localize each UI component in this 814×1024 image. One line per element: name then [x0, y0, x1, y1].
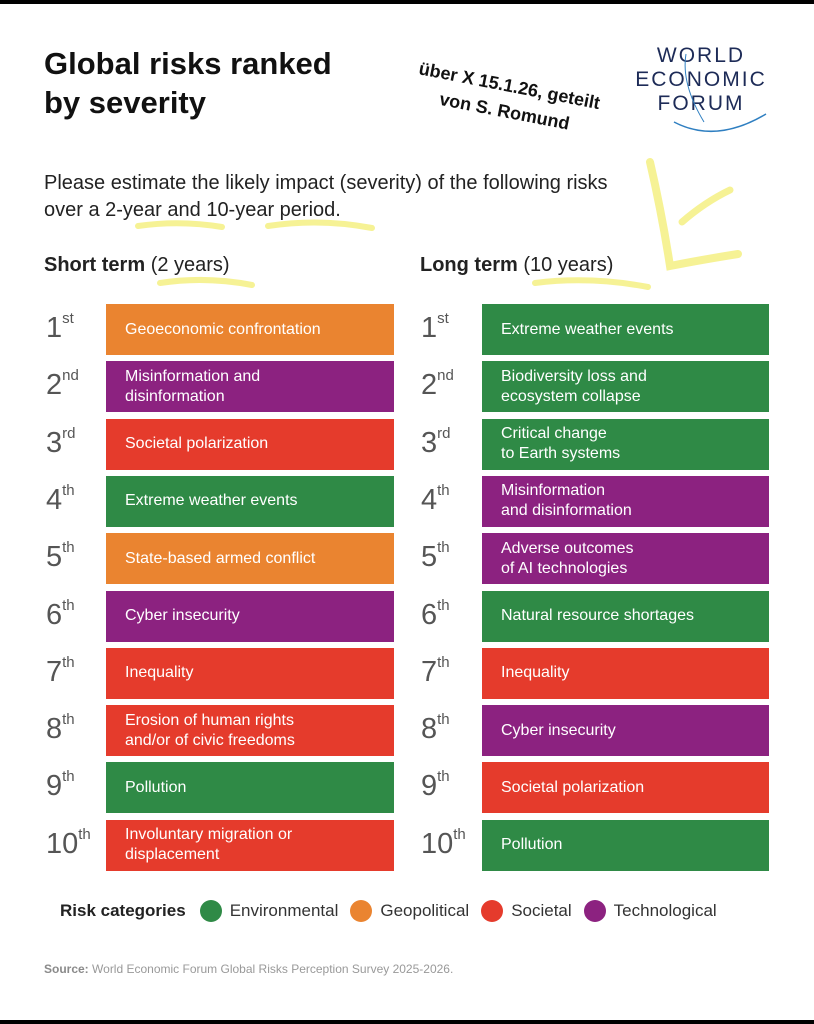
short-term-heading: Short term (2 years) [44, 254, 230, 276]
rank-label: 9th [421, 768, 450, 803]
legend-dot-icon [199, 900, 222, 922]
legend-dot-icon [481, 900, 504, 922]
wef-logo: WORLD ECONOMIC FORUM [626, 44, 776, 133]
short-term_risks-risk-8: Erosion of human rights and/or of civic … [106, 705, 394, 757]
handwritten-annotation: über X 15.1.26, geteilt von S. Romund [417, 58, 602, 134]
long-term_risks-risk-3: Critical change to Earth systems [482, 418, 769, 470]
rank-label: 2nd [421, 367, 454, 402]
short-term_risks-risk-4: Extreme weather events [106, 475, 394, 527]
rank-label: 8th [421, 711, 450, 746]
page: Global risks ranked by severity über X 1… [0, 4, 814, 1020]
legend-item-technological: Technological [583, 900, 717, 922]
legend-item-geopolitical: Geopolitical [350, 900, 469, 922]
rank-label: 5th [46, 539, 75, 574]
rank-label: 3rd [46, 424, 76, 459]
rank-label: 6th [421, 596, 450, 631]
long-term_risks-risk-6: Natural resource shortages [482, 590, 769, 642]
page-title: Global risks ranked by severity [44, 46, 332, 120]
long-term_risks-risk-5: Adverse outcomes of AI technologies [482, 533, 769, 585]
rank-label: 9th [46, 768, 75, 803]
legend-item-societal: Societal [481, 900, 572, 922]
legend-items: Environmental Geopolitical Societal Technol… [199, 900, 729, 922]
rank-label: 10th [421, 825, 466, 860]
rank-label: 4th [421, 481, 450, 516]
rank-label: 7th [421, 653, 450, 688]
rank-label: 8th [46, 711, 75, 746]
long-term_risks-risk-8: Cyber insecurity [482, 705, 769, 757]
long-term_risks-risk-2: Biodiversity loss and ecosystem collapse [482, 361, 769, 413]
long-term_risks-risk-7: Inequality [482, 647, 769, 699]
legend: Risk categories Environmental Geopolitica… [60, 900, 729, 922]
rank-label: 7th [46, 653, 75, 688]
short-term_risks-risk-9: Pollution [106, 762, 394, 814]
legend-dot-icon [350, 900, 373, 922]
short-term_risks-risk-5: State-based armed conflict [106, 533, 394, 585]
rank-label: 1st [46, 310, 74, 344]
short-term_risks-risk-7: Inequality [106, 647, 394, 699]
long-term_risks-risk-10: Pollution [482, 819, 769, 871]
rank-label: 5th [421, 539, 450, 574]
short-term_risks-risk-3: Societal polarization [106, 418, 394, 470]
logo-arc-icon [673, 53, 767, 133]
long-term-heading: Long term (10 years) [420, 254, 614, 276]
long-term_risks-risk-4: Misinformation and disinformation [482, 475, 769, 527]
source-note: Source: World Economic Forum Global Risk… [44, 962, 454, 976]
long-term_risks-risk-9: Societal polarization [482, 762, 769, 814]
subtitle: Please estimate the likely impact (sever… [44, 172, 608, 221]
rank-label: 4th [46, 481, 75, 516]
rank-label: 10th [46, 825, 91, 860]
rank-label: 3rd [421, 424, 451, 459]
short-term_risks-risk-2: Misinformation and disinformation [106, 361, 394, 413]
short-term_risks-risk-6: Cyber insecurity [106, 590, 394, 642]
rank-label: 2nd [46, 367, 79, 402]
legend-dot-icon [583, 900, 606, 922]
rank-label: 1st [421, 310, 449, 344]
rank-label: 6th [46, 596, 75, 631]
legend-item-environmental: Environmental [199, 900, 338, 922]
short-term_risks-risk-1: Geoeconomic confrontation [106, 304, 394, 355]
short-term_risks-risk-10: Involuntary migration or displacement [106, 819, 394, 871]
long-term_risks-risk-1: Extreme weather events [482, 304, 769, 355]
